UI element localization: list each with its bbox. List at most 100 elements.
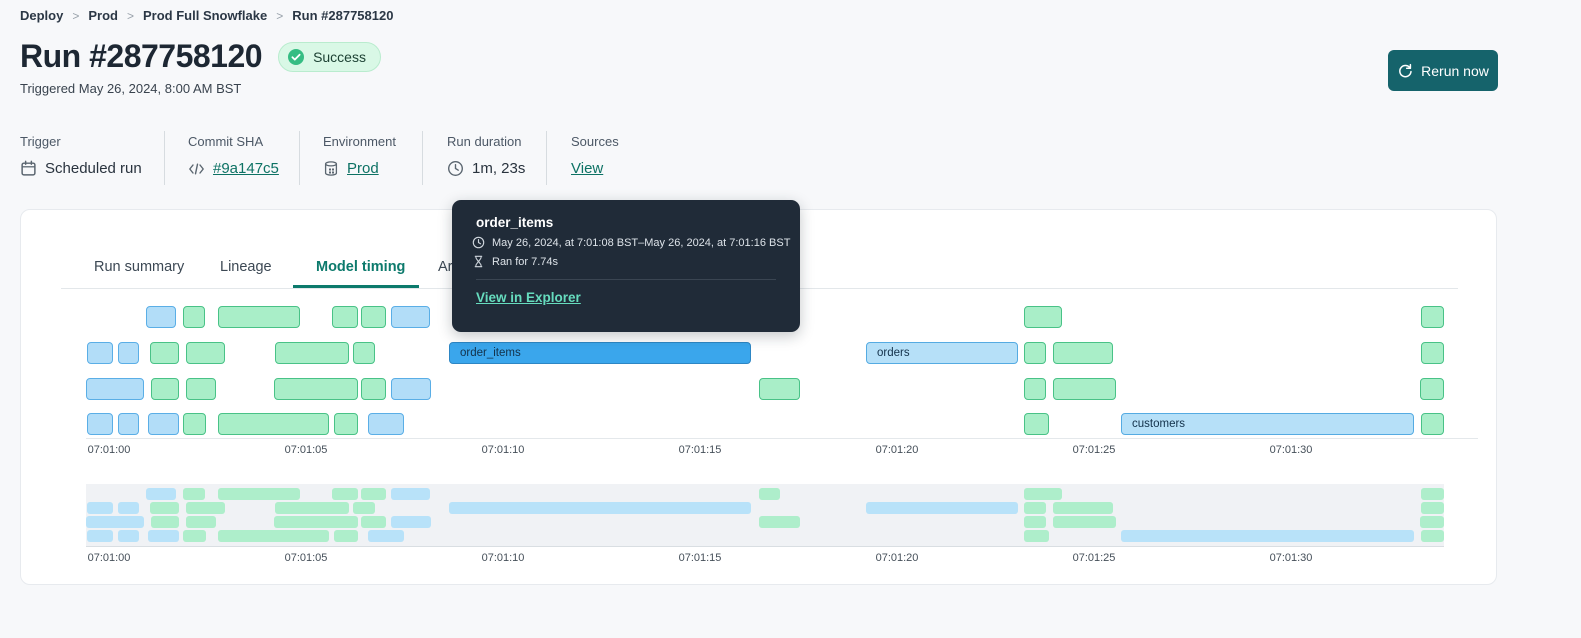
breadcrumb-job[interactable]: Prod Full Snowflake xyxy=(143,8,268,23)
database-icon xyxy=(323,160,339,177)
minimap-bar xyxy=(334,530,358,542)
gantt-bar[interactable] xyxy=(1421,413,1444,435)
environment-link[interactable]: Prod xyxy=(347,160,379,177)
gantt-bar[interactable] xyxy=(361,306,386,328)
gantt-bar[interactable] xyxy=(1024,378,1046,400)
gantt-bar[interactable] xyxy=(1421,306,1444,328)
minimap-bar xyxy=(759,516,800,528)
axis-tick-label: 07:01:05 xyxy=(284,444,328,456)
code-icon xyxy=(188,162,205,176)
minimap-bar xyxy=(87,530,113,542)
gantt-bar-label: orders xyxy=(877,347,910,359)
commit-sha-link[interactable]: #9a147c5 xyxy=(213,160,279,177)
axis-tick-label: 07:01:20 xyxy=(875,444,919,456)
info-sources: Sources View xyxy=(571,131,619,177)
info-trigger: Trigger Scheduled run xyxy=(20,131,142,177)
page-title: Run #287758120 xyxy=(20,38,263,74)
gantt-bar[interactable] xyxy=(118,413,139,435)
gantt-bar[interactable] xyxy=(334,413,358,435)
gantt-bar[interactable] xyxy=(759,378,800,400)
minimap-bar xyxy=(1421,488,1444,500)
run-info-strip: Trigger Scheduled run Commit SHA #9a147c… xyxy=(0,131,1581,187)
gantt-bar[interactable] xyxy=(274,378,358,400)
minimap-bar xyxy=(148,530,179,542)
gantt-bar[interactable] xyxy=(186,378,216,400)
gantt-bar[interactable] xyxy=(146,306,176,328)
minimap-bar xyxy=(186,516,216,528)
tooltip-duration: Ran for 7.74s xyxy=(492,255,559,268)
gantt-bar[interactable] xyxy=(1024,413,1049,435)
active-tab-underline xyxy=(293,285,419,288)
gantt-bar[interactable] xyxy=(1024,342,1046,364)
gantt-bar[interactable] xyxy=(118,342,139,364)
minimap-bar xyxy=(353,502,375,514)
axis-tick-label: 07:01:15 xyxy=(678,444,722,456)
gantt-bar[interactable] xyxy=(1024,306,1062,328)
tooltip-time-range: May 26, 2024, at 7:01:08 BST–May 26, 202… xyxy=(492,236,791,249)
gantt-bar[interactable] xyxy=(361,378,386,400)
tab-model-timing[interactable]: Model timing xyxy=(316,259,406,275)
gantt-bar[interactable] xyxy=(1421,342,1444,364)
gantt-bar[interactable] xyxy=(275,342,349,364)
gantt-bar[interactable] xyxy=(1053,342,1113,364)
gantt-bar-orders[interactable]: orders xyxy=(866,342,1018,364)
gantt-bar[interactable] xyxy=(186,342,225,364)
gantt-bar[interactable] xyxy=(218,413,329,435)
info-label: Run duration xyxy=(447,134,522,149)
minimap-bar xyxy=(391,516,431,528)
minimap-bar xyxy=(274,516,358,528)
gantt-bar[interactable] xyxy=(1420,378,1444,400)
gantt-bar-order_items[interactable]: order_items xyxy=(449,342,751,364)
minimap-bar xyxy=(866,502,1018,514)
hourglass-icon xyxy=(472,255,485,268)
sources-view-link[interactable]: View xyxy=(571,160,604,177)
gantt-bar[interactable] xyxy=(368,413,404,435)
breadcrumb: Deploy > Prod > Prod Full Snowflake > Run #287… xyxy=(20,8,393,23)
minimap-bar xyxy=(183,530,206,542)
gantt-bar[interactable] xyxy=(86,378,144,400)
minimap-bar xyxy=(1024,530,1049,542)
gantt-bar[interactable] xyxy=(391,378,431,400)
tab-lineage[interactable]: Lineage xyxy=(220,259,272,275)
gantt-bar-label: customers xyxy=(1132,418,1186,430)
minimap-bar xyxy=(449,502,751,514)
minimap-bar xyxy=(1053,516,1116,528)
status-badge: Success xyxy=(278,41,381,72)
view-in-explorer-link[interactable]: View in Explorer xyxy=(476,290,581,305)
minimap-bar xyxy=(332,488,358,500)
minimap-bar xyxy=(86,516,144,528)
timing-tooltip: order_items May 26, 2024, at 7:01:08 BST… xyxy=(452,200,800,332)
minimap-bar xyxy=(186,502,225,514)
gantt-bar[interactable] xyxy=(87,413,113,435)
gantt-bar[interactable] xyxy=(148,413,179,435)
minimap-bar xyxy=(1053,502,1113,514)
gantt-bar-customers[interactable]: customers xyxy=(1121,413,1414,435)
gantt-bar[interactable] xyxy=(332,306,358,328)
info-label: Trigger xyxy=(20,134,61,149)
gantt-bar[interactable] xyxy=(1053,378,1116,400)
tooltip-model-name: order_items xyxy=(476,215,554,230)
clock-icon xyxy=(447,160,464,177)
breadcrumb-prod[interactable]: Prod xyxy=(88,8,118,23)
gantt-bar[interactable] xyxy=(353,342,375,364)
breadcrumb-run[interactable]: Run #287758120 xyxy=(292,8,394,23)
gantt-bar[interactable] xyxy=(183,413,206,435)
breadcrumb-deploy[interactable]: Deploy xyxy=(20,8,64,23)
info-label: Sources xyxy=(571,134,619,149)
divider xyxy=(299,131,300,185)
status-label: Success xyxy=(313,48,366,65)
rerun-now-button[interactable]: Rerun now xyxy=(1388,50,1498,91)
gantt-bar[interactable] xyxy=(218,306,300,328)
gantt-bar[interactable] xyxy=(183,306,205,328)
info-label: Environment xyxy=(323,134,396,149)
divider xyxy=(422,131,423,185)
info-run-duration: Run duration 1m, 23s xyxy=(447,131,525,177)
breadcrumb-separator: > xyxy=(126,9,134,23)
gantt-bar[interactable] xyxy=(150,342,179,364)
gantt-bar[interactable] xyxy=(391,306,430,328)
minimap-bar xyxy=(361,516,386,528)
gantt-bar[interactable] xyxy=(87,342,113,364)
minimap-bar xyxy=(151,516,179,528)
gantt-bar[interactable] xyxy=(151,378,179,400)
tab-run-summary[interactable]: Run summary xyxy=(94,259,185,275)
